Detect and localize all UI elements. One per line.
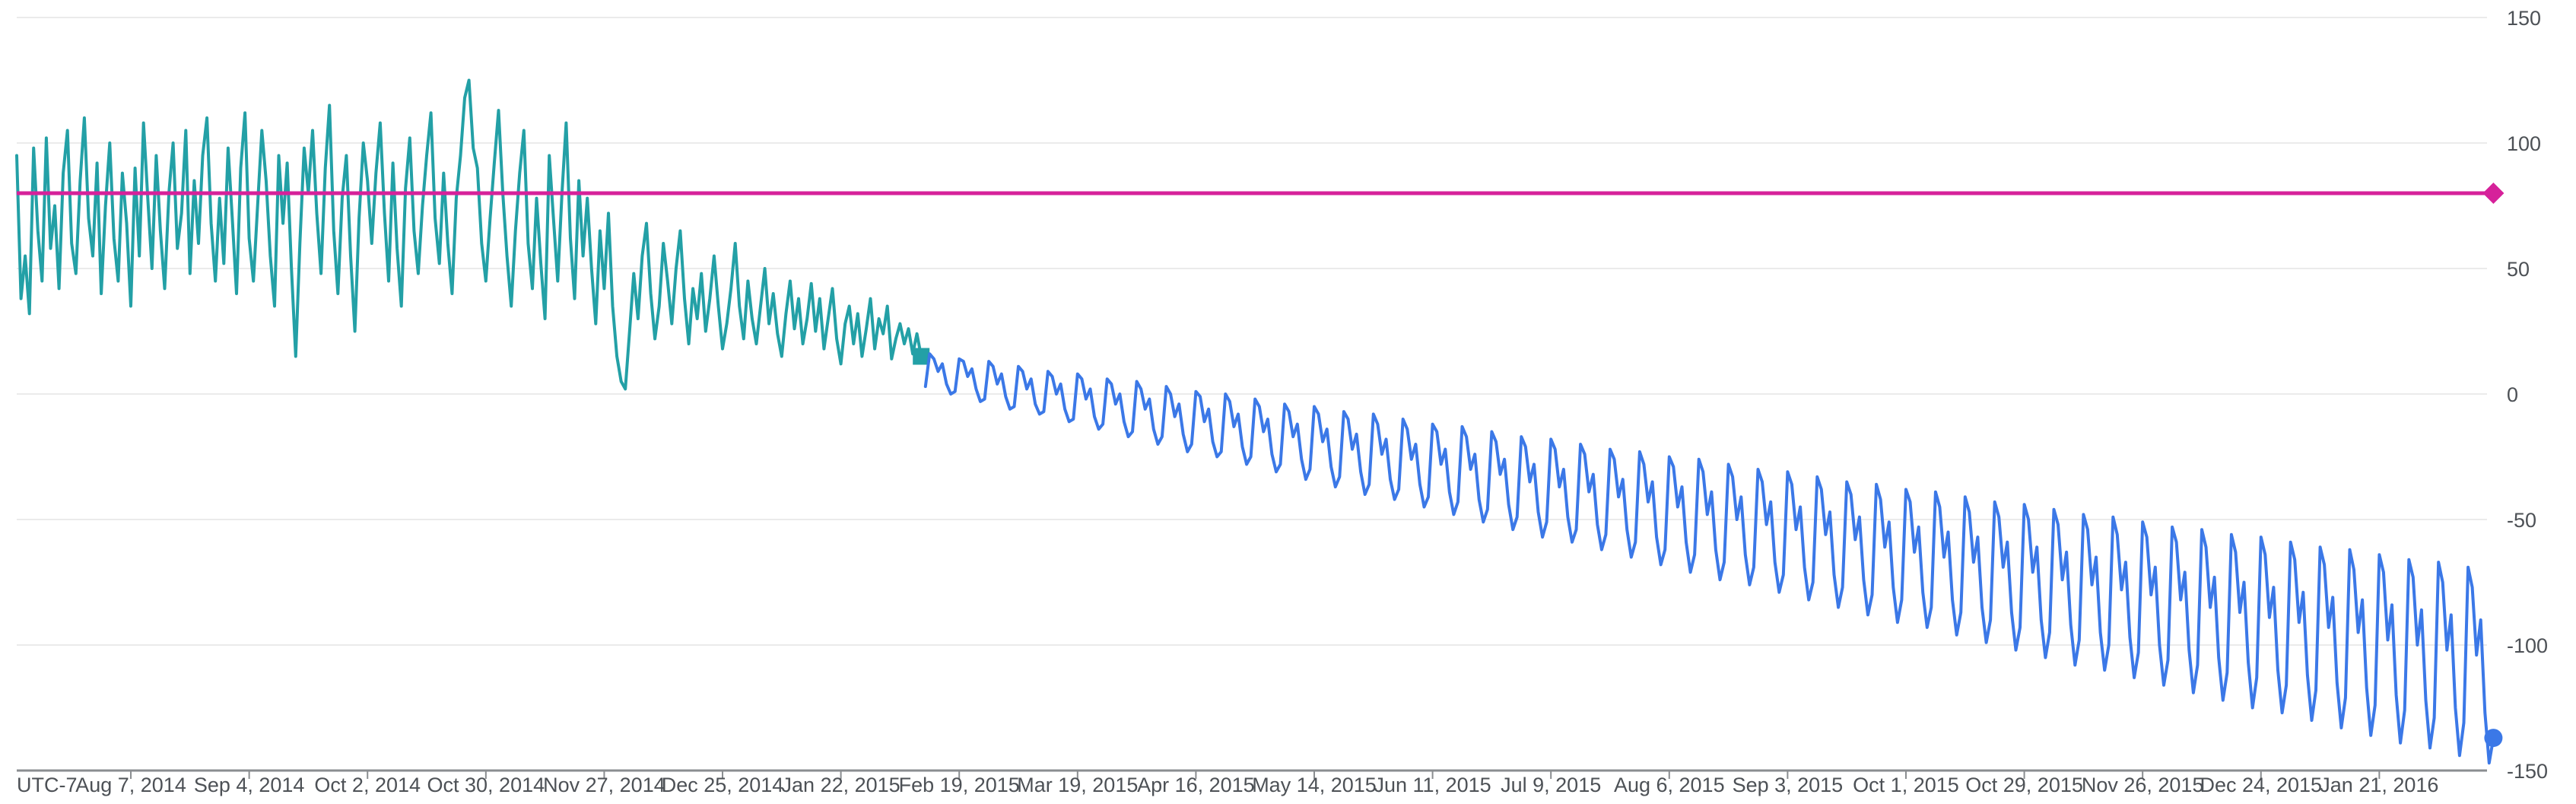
x-tick-label: Feb 19, 2015 bbox=[899, 774, 1020, 796]
x-tick-label: Mar 19, 2015 bbox=[1017, 774, 1138, 796]
x-tick-label: Sep 3, 2015 bbox=[1733, 774, 1844, 796]
threshold-end-marker[interactable] bbox=[2482, 183, 2505, 204]
timezone-label: UTC-7 bbox=[17, 774, 78, 796]
x-tick-label: Jan 21, 2016 bbox=[2320, 774, 2438, 796]
y-tick-label: 50 bbox=[2507, 258, 2530, 281]
x-tick-label: Aug 6, 2015 bbox=[1614, 774, 1725, 796]
x-tick-label: Oct 30, 2014 bbox=[427, 774, 545, 796]
x-tick-label: Jun 11, 2015 bbox=[1374, 774, 1491, 796]
x-tick-label: Jan 22, 2015 bbox=[782, 774, 900, 796]
x-tick-label: Dec 25, 2014 bbox=[662, 774, 784, 796]
y-tick-label: 150 bbox=[2507, 7, 2541, 30]
y-tick-label: -100 bbox=[2507, 634, 2548, 657]
x-tick-label: Oct 2, 2014 bbox=[314, 774, 421, 796]
forecast-series-line[interactable] bbox=[923, 352, 2495, 765]
history-end-marker[interactable] bbox=[913, 348, 930, 365]
y-tick-label: 100 bbox=[2507, 132, 2541, 155]
x-tick-label: May 14, 2015 bbox=[1252, 774, 1377, 796]
x-tick-label: Sep 4, 2014 bbox=[194, 774, 305, 796]
y-tick-label: -150 bbox=[2507, 760, 2548, 783]
x-tick-label: Apr 16, 2015 bbox=[1137, 774, 1255, 796]
x-tick-label: Oct 1, 2015 bbox=[1853, 774, 1959, 796]
x-tick-label: Nov 26, 2015 bbox=[2082, 774, 2204, 796]
x-tick-label: Jul 9, 2015 bbox=[1501, 774, 1601, 796]
y-tick-label: 0 bbox=[2507, 383, 2518, 406]
y-tick-label: -50 bbox=[2507, 509, 2536, 532]
x-tick-label: Aug 7, 2014 bbox=[75, 774, 186, 796]
forecast-end-marker[interactable] bbox=[2484, 729, 2503, 748]
history-series-line[interactable] bbox=[15, 78, 923, 391]
x-tick-label: Oct 29, 2015 bbox=[1965, 774, 2083, 796]
x-tick-label: Nov 27, 2014 bbox=[543, 774, 665, 796]
x-tick-label: Dec 24, 2015 bbox=[2200, 774, 2322, 796]
